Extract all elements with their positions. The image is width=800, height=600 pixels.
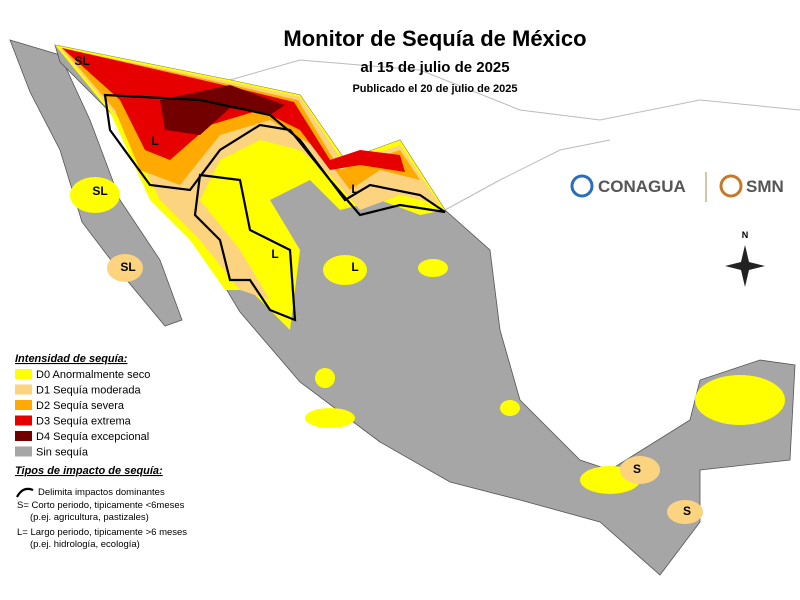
published-date: Publicado el 20 de julio de 2025 — [352, 83, 517, 95]
d0-region — [695, 375, 785, 425]
impact-text: (p.ej. agricultura, pastizales) — [30, 512, 149, 523]
d0-region — [315, 368, 335, 388]
compass-north: N — [742, 230, 749, 240]
conagua-logo: CONAGUA — [598, 177, 686, 196]
d0-region — [323, 255, 367, 285]
d1-region — [107, 254, 143, 282]
impact-line — [193, 173, 297, 322]
map-label: L — [271, 247, 278, 261]
legend: D0 Anormalmente seco D1 Sequía moderada D2… — [15, 369, 150, 459]
legend-label: D1 Sequía moderada — [36, 385, 141, 397]
impact-line — [103, 93, 446, 217]
smn-icon — [719, 174, 743, 198]
legend-title: Intensidad de sequía: — [15, 353, 128, 365]
title: Monitor de Sequía de México — [283, 26, 586, 51]
legend-swatch — [15, 446, 32, 457]
compass-rose — [725, 245, 765, 287]
legend-swatch — [15, 384, 32, 395]
legend-swatch — [15, 369, 32, 379]
border-outline — [229, 59, 800, 211]
map-label: SL — [92, 184, 107, 198]
d0-region — [305, 408, 355, 428]
map-label: S — [633, 462, 641, 476]
impact-text: L= Largo periodo, tipicamente >6 meses — [17, 527, 187, 538]
map-label: L — [351, 182, 358, 196]
d0-region — [418, 259, 448, 277]
legend-label: D4 Sequía excepcional — [36, 431, 149, 443]
map-label: L — [151, 134, 158, 148]
impact-text: Delimita impactos dominantes — [38, 487, 165, 498]
d0-region — [500, 400, 520, 416]
d0-region — [70, 177, 120, 213]
subtitle: al 15 de julio de 2025 — [360, 59, 509, 76]
d1-region — [667, 500, 703, 524]
legend-swatch — [15, 400, 32, 410]
legend-swatch — [15, 415, 32, 426]
impact-line-symbol — [16, 487, 34, 498]
impacts: Delimita impactos dominantes S= Corto per… — [17, 487, 187, 550]
legend-label: D3 Sequía extrema — [36, 416, 132, 428]
legend-label: Sin sequía — [36, 447, 89, 459]
d1-region — [620, 456, 660, 484]
legend-label: D2 Sequía severa — [36, 400, 125, 412]
legend-label: D0 Anormalmente seco — [36, 369, 150, 381]
map-label: SL — [74, 54, 89, 68]
map-label: SL — [120, 260, 135, 274]
map-label: L — [351, 260, 358, 274]
impact-text: S= Corto periodo, tipicamente <6meses — [17, 500, 185, 511]
d3-region — [62, 48, 405, 172]
impacts-title: Tipos de impacto de sequía: — [15, 465, 163, 477]
map-label: S — [683, 504, 691, 518]
legend-swatch — [15, 431, 32, 441]
conagua-icon — [570, 174, 594, 198]
map-labels: SL SL SL L L L L S S — [74, 54, 691, 518]
impact-text: (p.ej. hidrología, ecología) — [30, 539, 140, 550]
d4-region — [160, 85, 285, 135]
smn-logo: SMN — [746, 177, 784, 196]
